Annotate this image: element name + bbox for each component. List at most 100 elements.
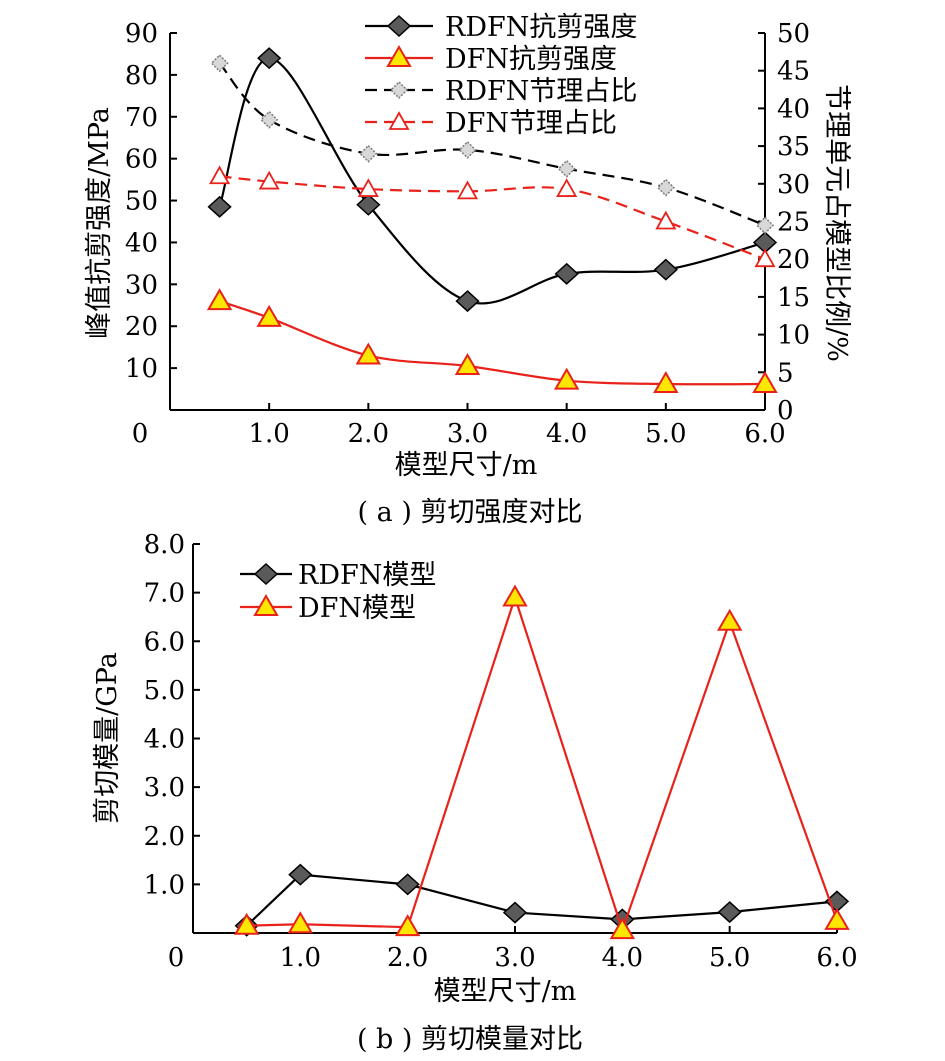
panel-a-x-tick-label: 2.0 (348, 419, 389, 449)
panel-a-y2-tick-label: 35 (777, 132, 810, 162)
panel-a-series-2-point (557, 159, 576, 178)
panel-a-series-2-point (656, 178, 675, 197)
panel-a-series-0-point (207, 195, 232, 218)
panel-a-x-tick-label: 6.0 (744, 419, 785, 449)
panel-a-y2-tick-label: 50 (777, 19, 810, 49)
panel-a-x-tick-label: 5.0 (645, 419, 686, 449)
panel-b-series-0-point (288, 863, 313, 886)
panel-a-y2-tick-label: 20 (777, 245, 810, 275)
panel-b-caption: ( b ) 剪切模量对比 (357, 1024, 583, 1055)
panel-b-series (233, 584, 850, 940)
panel-b-y-tick-label: 4.0 (144, 725, 185, 755)
panel-a-series-3-point (456, 180, 479, 200)
panel-b-series-1-point (824, 907, 850, 930)
panel-a-x-tick-label: 1.0 (248, 419, 289, 449)
panel-a-series-1-line (219, 300, 766, 386)
panel-b-y-tick-label: 2.0 (144, 822, 185, 852)
panel-a-y-tick-label: 80 (125, 61, 158, 91)
panel-a-series-1-point (553, 367, 580, 390)
panel-a-series-0-point (653, 258, 678, 281)
panel-b-y-tick-label: 3.0 (144, 773, 185, 803)
panel-a-series-3-point (209, 165, 231, 185)
panel-b-series-1-point (394, 914, 421, 937)
panel-a-series-1-point (752, 371, 778, 394)
panel-b-series-0-point (502, 901, 528, 924)
panel-a-y-tick-label: 10 (125, 354, 158, 384)
panel-a-y2-tick-label: 10 (777, 321, 810, 351)
legend-b-0-label: RDFN模型 (298, 560, 436, 591)
panel-a-series-3-point (258, 170, 280, 190)
panel-b-series-0-point (395, 873, 420, 896)
panel-b-x-tick-labels: 0 1.0 2.0 3.0 4.0 5.0 6.0 (168, 943, 858, 973)
panel-a-series-1-point (454, 353, 481, 376)
panel-b-series-0-line (245, 873, 838, 927)
legend-a-3-label: DFN节理占比 (445, 108, 617, 139)
panel-a-y-zero-label: 0 (132, 419, 149, 449)
panel-a-y-tick-label: 70 (125, 103, 158, 133)
panel-b-x-tick-label: 0 (168, 943, 185, 973)
panel-b-series-1-point (287, 911, 314, 934)
panel-b-y-tick-label: 8.0 (144, 530, 185, 560)
panel-a-y2-tick-label: 0 (777, 396, 794, 426)
panel-a-series-2-point (755, 216, 775, 235)
panel-b-y-tick-label: 5.0 (144, 676, 185, 706)
panel-b-x-tick-label: 4.0 (602, 943, 643, 973)
panel-b-series-1-line (246, 593, 839, 934)
panel-a-y-tick-label: 30 (125, 270, 158, 300)
legend-a-3-marker (388, 111, 410, 130)
panel-b-series-1-point (502, 584, 528, 607)
panel-b-shear-modulus-chart: 0 1.0 2.0 3.0 4.0 5.0 6.0 1.0 2.0 3.0 4.0 5.0 6.0 7.… (92, 530, 858, 1055)
panel-b-y-tick-labels: 1.0 2.0 3.0 4.0 5.0 6.0 7.0 8.0 (144, 530, 185, 900)
panel-a-series-0-point (455, 290, 480, 313)
panel-a-x-tick-label: 3.0 (447, 419, 488, 449)
panel-a-series-3-point (357, 178, 379, 197)
panel-b-x-tick-label: 3.0 (494, 943, 535, 973)
panel-a-x-tick-labels: 1.0 2.0 3.0 4.0 5.0 6.0 (248, 419, 785, 449)
panel-a-x-axis-label: 模型尺寸/m (395, 450, 538, 481)
panel-a-y-tick-label: 50 (125, 187, 158, 217)
panel-a-y-tick-labels: 10 20 30 40 50 60 70 80 90 (125, 19, 158, 384)
panel-b-series-1-point (233, 912, 260, 935)
panel-a-series-2-point (210, 54, 229, 73)
panel-a-series-0-point (257, 47, 282, 70)
panel-b-x-tick-label: 1.0 (280, 943, 321, 973)
panel-a-y-tick-label: 40 (125, 228, 158, 258)
legend-a-0-marker (386, 14, 412, 38)
panel-a-series-2-point (458, 140, 477, 159)
legend-a-1-label: DFN抗剪强度 (445, 44, 617, 75)
panel-a-series-3-line (219, 175, 766, 261)
panel-a-series-1-point (256, 304, 282, 327)
legend-a-2-marker (389, 80, 409, 100)
panel-b-y-tick-label: 1.0 (144, 870, 185, 900)
panel-a-series-2-point (359, 144, 378, 163)
panel-b-x-tick-label: 2.0 (387, 943, 428, 973)
legend-a-1-marker (386, 45, 412, 67)
panel-a-series-3-point (754, 248, 776, 268)
panel-a-series-3-point (556, 178, 578, 197)
panel-a-y-tick-label: 90 (125, 19, 158, 49)
panel-a-y-tick-label: 20 (125, 312, 158, 342)
panel-b-x-tick-label: 6.0 (816, 943, 857, 973)
panel-a-y2-tick-label: 45 (777, 57, 810, 87)
panel-b-y-tick-label: 6.0 (144, 627, 185, 657)
panel-a-y2-tick-label: 40 (777, 94, 810, 124)
panel-a-series-0-point (356, 193, 381, 216)
legend-b-1-label: DFN模型 (298, 593, 416, 624)
legend-b-0-marker (253, 562, 279, 586)
panel-a-series-1-point (355, 342, 382, 365)
panel-b-x-axis-label: 模型尺寸/m (434, 976, 577, 1007)
panel-a-y2-axis-label: 节理单元占模型比例/% (821, 84, 852, 362)
panel-a-y2-tick-label: 30 (777, 170, 810, 200)
legend-a-2-label: RDFN节理占比 (445, 76, 637, 107)
panel-a-series-0-point (554, 262, 579, 285)
panel-b-series-1-point (609, 917, 636, 940)
panel-b-y-tick-label: 7.0 (144, 579, 185, 609)
panel-a-y2-tick-labels: 0 5 10 15 20 25 30 35 40 45 50 (777, 19, 810, 426)
panel-b-x-tick-label: 5.0 (709, 943, 750, 973)
panel-b-series-0-point (717, 901, 742, 924)
panel-a-series (206, 47, 778, 394)
